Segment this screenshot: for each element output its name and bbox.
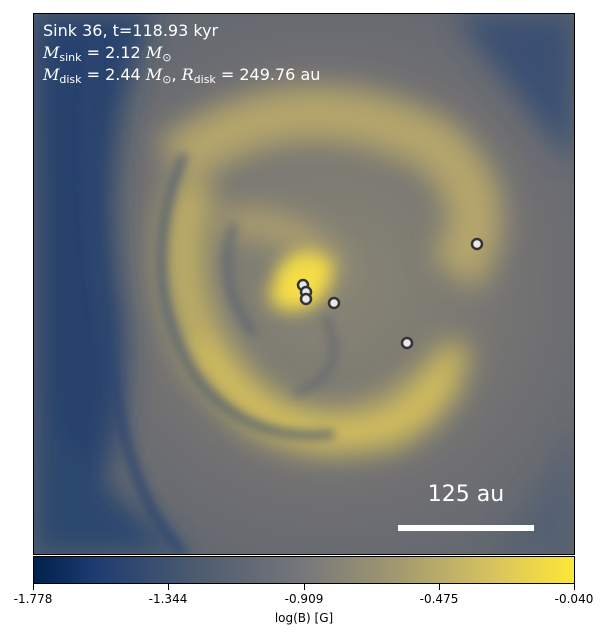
- r-disk-value: = 249.76 au: [215, 65, 321, 84]
- sink-6: [400, 336, 414, 350]
- colorbar-ticklabel-2: -0.909: [284, 592, 324, 606]
- sink-5: [327, 296, 341, 310]
- disk-mass-radius-label: Mdisk = 2.44 M⊙, Rdisk = 249.76 au: [43, 64, 320, 91]
- sun-sub-2: ⊙: [162, 73, 172, 86]
- sun-sub: ⊙: [162, 51, 172, 64]
- colorbar-tick-0: [33, 584, 34, 590]
- colorbar-ticklabel-0: -1.778: [13, 592, 53, 606]
- m-sink-value: = 2.12: [81, 43, 146, 62]
- colorbar-tick-3: [439, 584, 440, 590]
- colorbar-ticklabel-1: -1.344: [148, 592, 188, 606]
- map-svg: [34, 14, 574, 554]
- magnetic-field-map: [33, 13, 575, 555]
- dark-filaments: [83, 43, 337, 554]
- colorbar-ticklabel-3: -0.475: [419, 592, 459, 606]
- sink-particles: [296, 237, 484, 350]
- sink-4: [299, 292, 313, 306]
- scale-bar-label: 125 au: [427, 482, 505, 507]
- m-sink-sub: sink: [59, 51, 82, 64]
- m-sun-symbol: M: [145, 43, 163, 62]
- sink-1: [470, 237, 484, 251]
- m-disk-sub: disk: [59, 73, 82, 86]
- r-disk-symbol: R: [181, 65, 194, 84]
- m-symbol: M: [43, 43, 60, 62]
- colorbar-ticklabel-4: -0.040: [554, 592, 594, 606]
- sink-mass-label: Msink = 2.12 M⊙: [43, 42, 171, 69]
- colorbar: [33, 556, 575, 584]
- m-disk-value: = 2.44: [81, 65, 146, 84]
- scale-bar: [398, 525, 534, 531]
- sink-time-label: Sink 36, t=118.93 kyr: [43, 21, 219, 40]
- m-sun-symbol-2: M: [145, 65, 163, 84]
- colorbar-label: log(B) [G]: [274, 611, 334, 625]
- colorbar-tick-1: [168, 584, 169, 590]
- colorbar-tick-2: [304, 584, 305, 590]
- m-disk-symbol: M: [43, 65, 60, 84]
- colorbar-tick-4: [574, 584, 575, 590]
- r-disk-sub: disk: [193, 73, 216, 86]
- comma: ,: [171, 65, 182, 84]
